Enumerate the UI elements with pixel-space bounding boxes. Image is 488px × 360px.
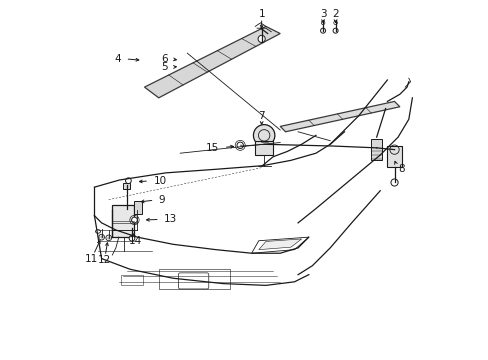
Circle shape [131, 217, 137, 223]
Circle shape [332, 28, 337, 33]
Text: 3: 3 [319, 9, 325, 19]
Text: 10: 10 [153, 176, 166, 186]
Text: 9: 9 [159, 195, 165, 204]
Text: 7: 7 [258, 111, 264, 121]
Text: 15: 15 [206, 143, 219, 153]
Circle shape [253, 125, 274, 146]
Ellipse shape [95, 230, 101, 233]
Bar [121, 275, 142, 285]
Text: 6: 6 [161, 54, 167, 64]
Circle shape [106, 235, 111, 241]
Circle shape [320, 28, 325, 33]
Text: 5: 5 [161, 63, 167, 72]
Circle shape [390, 179, 397, 186]
Polygon shape [258, 239, 301, 249]
Bar [386, 146, 402, 167]
Bar [134, 202, 142, 214]
Text: 11: 11 [85, 253, 98, 264]
Circle shape [129, 235, 135, 241]
Text: 1: 1 [258, 9, 264, 19]
Bar [255, 141, 272, 155]
Text: 8: 8 [397, 164, 404, 174]
Text: 2: 2 [332, 9, 338, 19]
Circle shape [258, 35, 264, 42]
Text: 12: 12 [98, 255, 111, 265]
Circle shape [237, 142, 243, 149]
Polygon shape [280, 102, 399, 132]
Text: 14: 14 [129, 236, 142, 246]
Polygon shape [144, 26, 280, 98]
Bar [159, 269, 230, 289]
Text: 13: 13 [164, 214, 177, 224]
Bar [370, 139, 381, 160]
Bar [123, 183, 130, 189]
Bar [112, 205, 134, 237]
Text: 4: 4 [114, 54, 121, 64]
Circle shape [99, 234, 104, 240]
Circle shape [125, 178, 131, 184]
